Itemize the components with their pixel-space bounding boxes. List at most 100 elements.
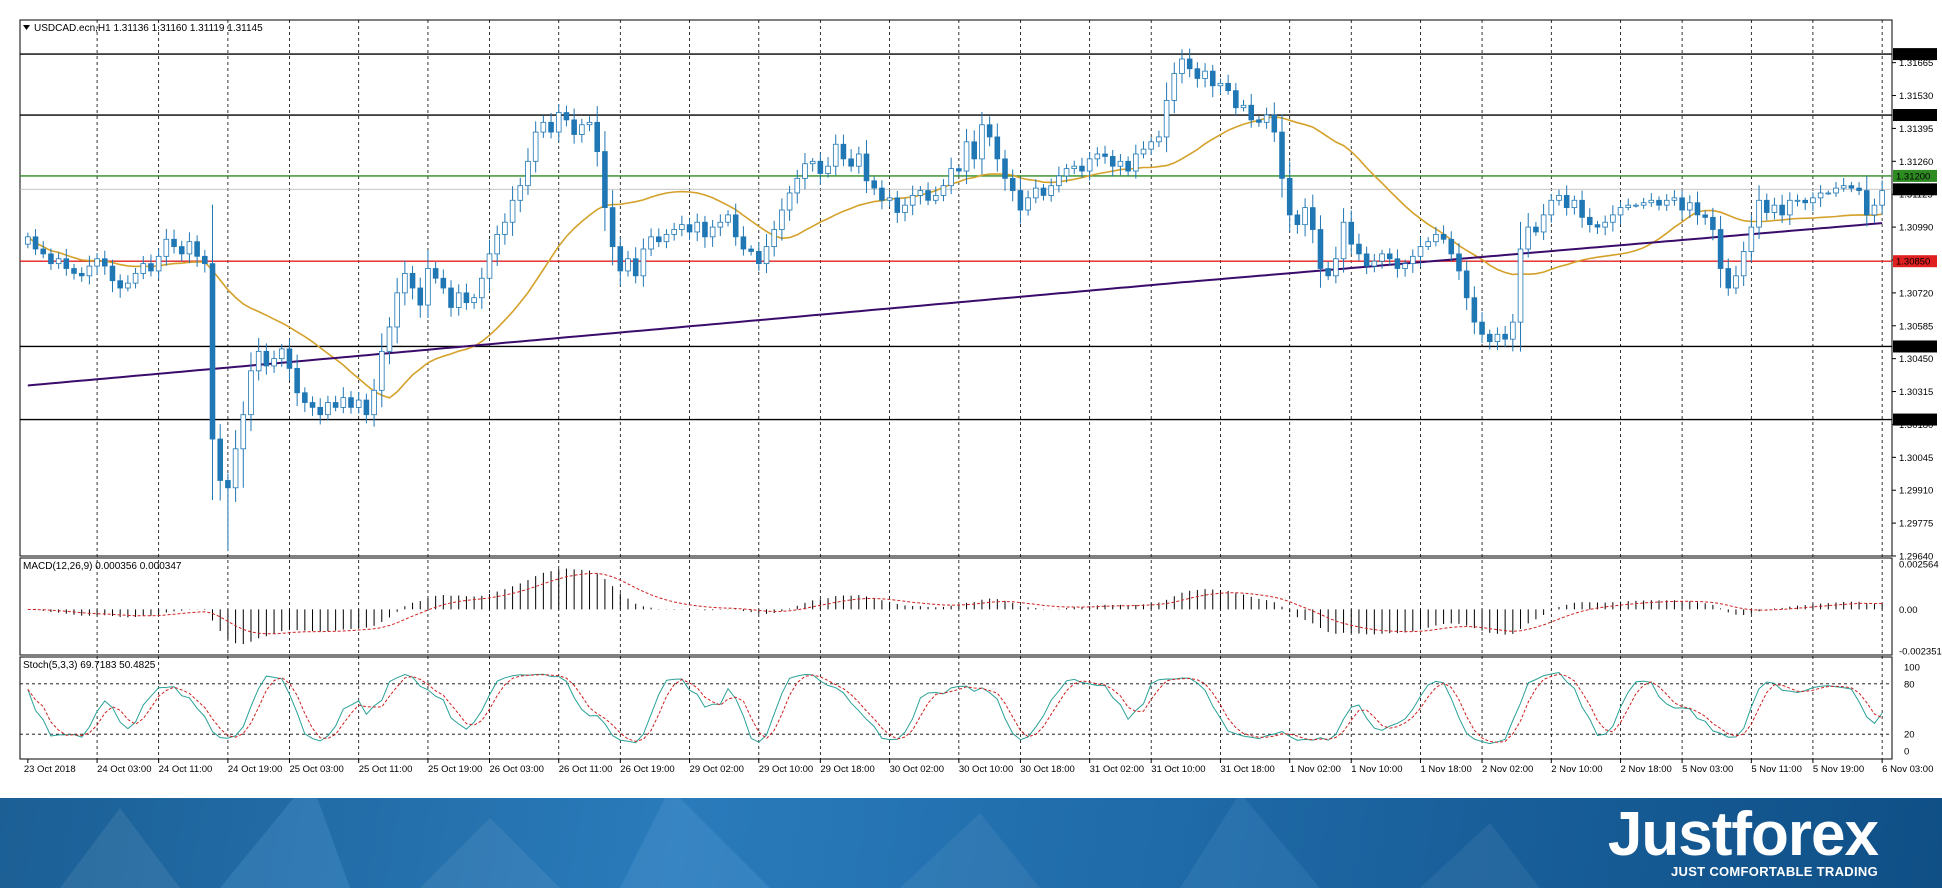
candle[interactable]	[1756, 185, 1762, 239]
candle[interactable]	[1525, 213, 1532, 258]
candle[interactable]	[425, 250, 431, 318]
candle[interactable]	[502, 213, 508, 245]
candle[interactable]	[140, 255, 147, 280]
candle[interactable]	[809, 158, 816, 172]
candle[interactable]	[1202, 63, 1208, 88]
candle[interactable]	[748, 245, 754, 256]
candle[interactable]	[1002, 149, 1008, 191]
candle[interactable]	[740, 226, 747, 256]
candle[interactable]	[702, 215, 708, 248]
candle[interactable]	[1663, 194, 1670, 211]
candle[interactable]	[263, 343, 270, 375]
candle[interactable]	[1363, 246, 1370, 275]
candle[interactable]	[1340, 208, 1347, 273]
candle[interactable]	[640, 238, 647, 287]
candle[interactable]	[1833, 181, 1839, 197]
candle[interactable]	[163, 228, 170, 266]
candle[interactable]	[732, 203, 739, 246]
candle[interactable]	[1840, 178, 1847, 192]
candle[interactable]	[671, 222, 677, 241]
candle[interactable]	[1502, 325, 1508, 348]
candle[interactable]	[1248, 93, 1255, 128]
candle[interactable]	[725, 210, 731, 227]
candle[interactable]	[48, 248, 54, 270]
candle[interactable]	[840, 134, 847, 167]
candle[interactable]	[871, 176, 877, 196]
candle[interactable]	[1440, 225, 1447, 244]
candle[interactable]	[1294, 210, 1301, 234]
candle[interactable]	[1048, 178, 1054, 202]
candle[interactable]	[586, 116, 593, 132]
candle[interactable]	[1156, 130, 1162, 148]
candle[interactable]	[1125, 156, 1131, 176]
candle[interactable]	[563, 105, 570, 127]
candle[interactable]	[1271, 102, 1278, 142]
candle[interactable]	[571, 108, 577, 144]
candle[interactable]	[40, 241, 47, 259]
candle[interactable]	[1656, 196, 1662, 211]
main-chart-panel[interactable]	[19, 19, 1893, 557]
candle[interactable]	[1448, 231, 1455, 262]
candle[interactable]	[232, 430, 239, 502]
candle[interactable]	[632, 247, 639, 284]
candle[interactable]	[555, 104, 562, 142]
candle[interactable]	[509, 186, 516, 236]
candle[interactable]	[540, 115, 547, 138]
candle[interactable]	[617, 237, 624, 286]
candle[interactable]	[1371, 253, 1378, 273]
candle[interactable]	[1463, 260, 1470, 311]
candle[interactable]	[655, 228, 662, 247]
candle[interactable]	[1710, 207, 1716, 241]
candle[interactable]	[756, 242, 762, 272]
candle[interactable]	[679, 215, 685, 237]
candle[interactable]	[1763, 193, 1770, 221]
candle[interactable]	[1494, 327, 1501, 350]
candle[interactable]	[1348, 210, 1355, 255]
candle[interactable]	[1402, 259, 1408, 277]
candle[interactable]	[1625, 198, 1632, 211]
candle[interactable]	[1102, 145, 1108, 164]
candle[interactable]	[1171, 62, 1178, 114]
candle[interactable]	[525, 148, 531, 195]
candle[interactable]	[1317, 215, 1324, 288]
candle[interactable]	[248, 352, 254, 432]
candle[interactable]	[609, 190, 616, 266]
candle[interactable]	[1825, 190, 1832, 195]
candle[interactable]	[1556, 189, 1562, 206]
candle[interactable]	[917, 186, 924, 205]
candle[interactable]	[963, 128, 970, 185]
candle[interactable]	[1602, 215, 1608, 236]
candle[interactable]	[325, 395, 331, 421]
candle[interactable]	[1163, 82, 1170, 153]
candle[interactable]	[171, 229, 177, 254]
candle[interactable]	[455, 284, 462, 316]
candle[interactable]	[894, 190, 901, 224]
candle[interactable]	[109, 259, 116, 293]
candle[interactable]	[717, 214, 724, 237]
candle[interactable]	[771, 220, 777, 257]
candle[interactable]	[1740, 241, 1747, 287]
candle[interactable]	[594, 106, 601, 167]
candle[interactable]	[1725, 258, 1732, 296]
candle[interactable]	[155, 248, 162, 280]
candle[interactable]	[902, 198, 908, 222]
candle[interactable]	[117, 274, 123, 298]
candle[interactable]	[1433, 226, 1439, 247]
candle[interactable]	[686, 218, 693, 240]
candle[interactable]	[1802, 197, 1808, 211]
candle[interactable]	[956, 165, 962, 176]
candle[interactable]	[471, 293, 477, 309]
candle[interactable]	[971, 130, 978, 169]
candle[interactable]	[409, 265, 416, 300]
candle[interactable]	[217, 424, 223, 501]
candle[interactable]	[1610, 205, 1616, 232]
candle[interactable]	[848, 149, 854, 172]
candle[interactable]	[779, 198, 785, 241]
candle[interactable]	[378, 333, 385, 408]
candle[interactable]	[486, 239, 493, 292]
candle[interactable]	[794, 169, 801, 204]
candle[interactable]	[802, 152, 808, 190]
candle[interactable]	[432, 261, 439, 284]
candle[interactable]	[286, 338, 293, 380]
candle[interactable]	[548, 113, 554, 139]
